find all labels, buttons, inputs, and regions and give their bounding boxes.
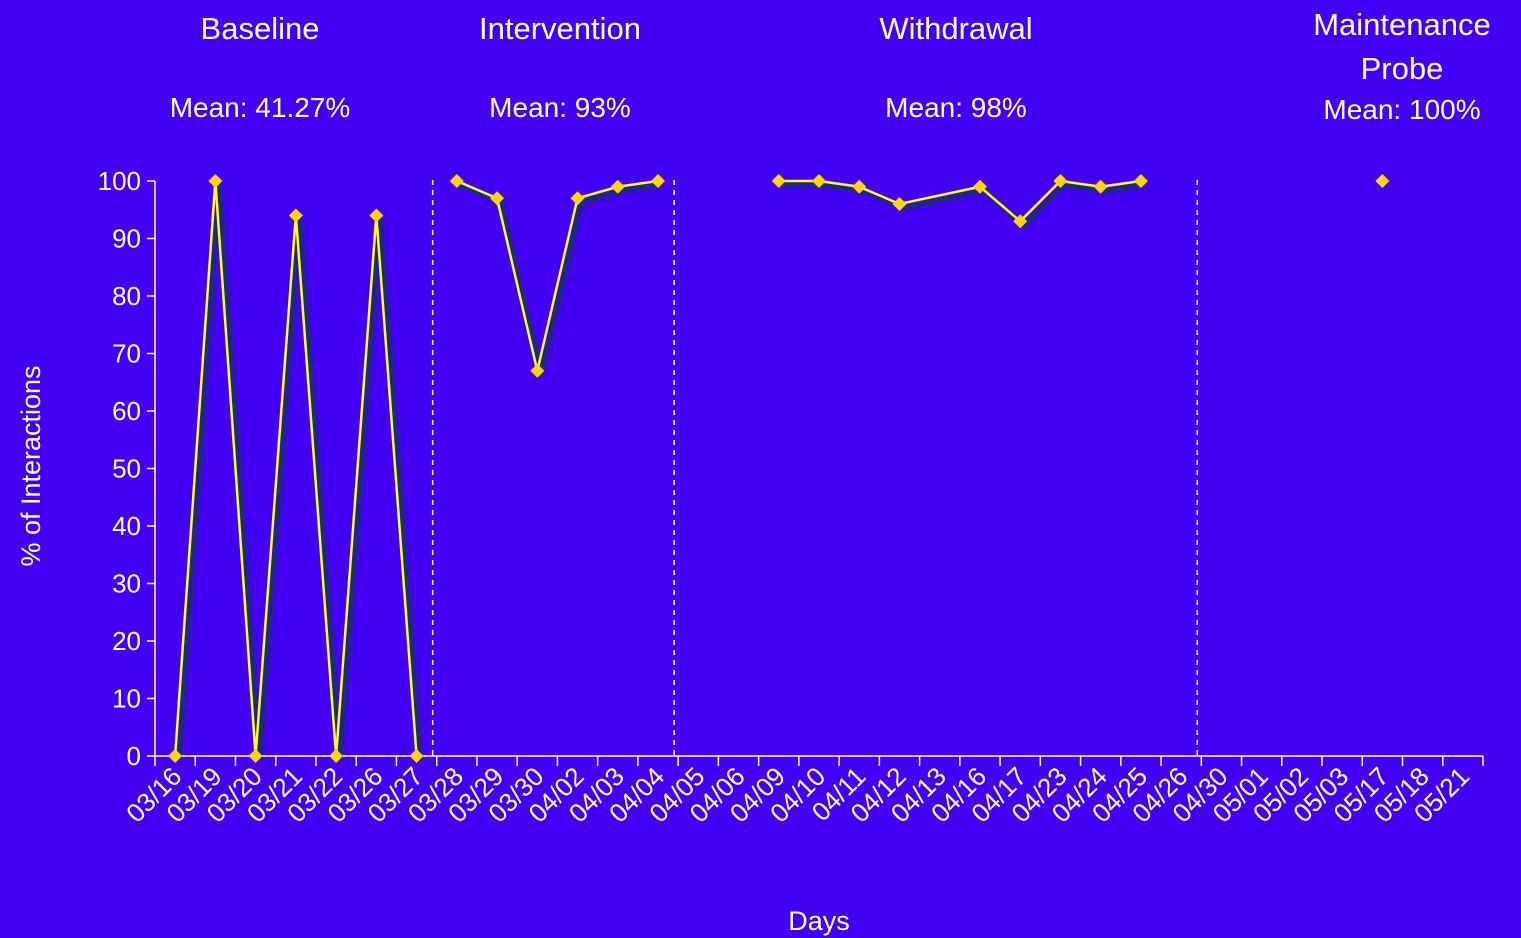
y-axis-label: % of Interactions <box>16 365 46 566</box>
y-tick-label: 40 <box>112 511 141 541</box>
phase-change-lines <box>431 180 1199 756</box>
y-tick-label: 20 <box>112 626 141 656</box>
data-point-marker <box>610 179 625 194</box>
y-tick-label: 10 <box>112 684 141 714</box>
phase-title-withdrawal: Withdrawal <box>879 11 1032 46</box>
data-point-marker <box>1053 174 1068 188</box>
data-point-marker <box>530 363 545 378</box>
data-point-marker <box>812 174 826 188</box>
phase-title-line: Probe <box>1361 51 1444 86</box>
data-point-marker <box>369 208 384 223</box>
y-tick-label: 100 <box>98 166 141 196</box>
phase-title-line: Maintenance <box>1313 7 1491 42</box>
data-point-marker <box>651 174 666 188</box>
y-tick-label: 50 <box>112 454 141 484</box>
phase-mean-maintenance: Mean: 100% <box>1323 94 1480 125</box>
phase-mean-withdrawal: Mean: 98% <box>885 92 1027 123</box>
x-axis-label: Days <box>788 906 850 936</box>
phase-title-intervention: Intervention <box>479 11 641 46</box>
y-tick-label: 0 <box>127 741 141 771</box>
data-point-marker <box>449 174 464 188</box>
phase-mean-baseline: Mean: 41.27% <box>170 92 351 123</box>
series-line-shadow <box>459 182 663 376</box>
phase-title-maintenance: Maintenance Probe <box>1313 7 1491 86</box>
data-point-marker <box>972 179 987 194</box>
y-tick-label: 60 <box>112 396 141 426</box>
y-tick-label: 70 <box>112 339 141 369</box>
y-tick-label: 30 <box>112 569 141 599</box>
data-point-marker <box>168 749 183 763</box>
data-point-marker <box>570 191 585 206</box>
data-point-marker <box>208 174 223 188</box>
series-line-shadow <box>176 184 424 761</box>
phase-title-baseline: Baseline <box>201 11 320 46</box>
phase-mean-intervention: Mean: 93% <box>489 92 631 123</box>
data-point-marker <box>852 179 867 194</box>
data-point-marker <box>329 749 344 763</box>
data-series <box>168 174 1390 763</box>
data-point-marker <box>1133 174 1148 188</box>
data-point-marker <box>771 174 786 188</box>
data-point-marker <box>490 191 505 206</box>
series-line <box>456 179 659 372</box>
y-tick-label: 90 <box>112 224 141 254</box>
data-point-marker <box>248 749 263 763</box>
y-tick-label: 80 <box>112 281 141 311</box>
data-point-marker <box>892 197 907 211</box>
data-point-marker <box>1375 174 1390 188</box>
data-point-marker <box>409 749 424 763</box>
data-point-marker <box>288 208 303 223</box>
data-point-marker <box>1013 214 1028 229</box>
phase-labels: Baseline Mean: 41.27% Intervention Mean:… <box>170 7 1491 125</box>
data-point-marker <box>1093 179 1108 194</box>
